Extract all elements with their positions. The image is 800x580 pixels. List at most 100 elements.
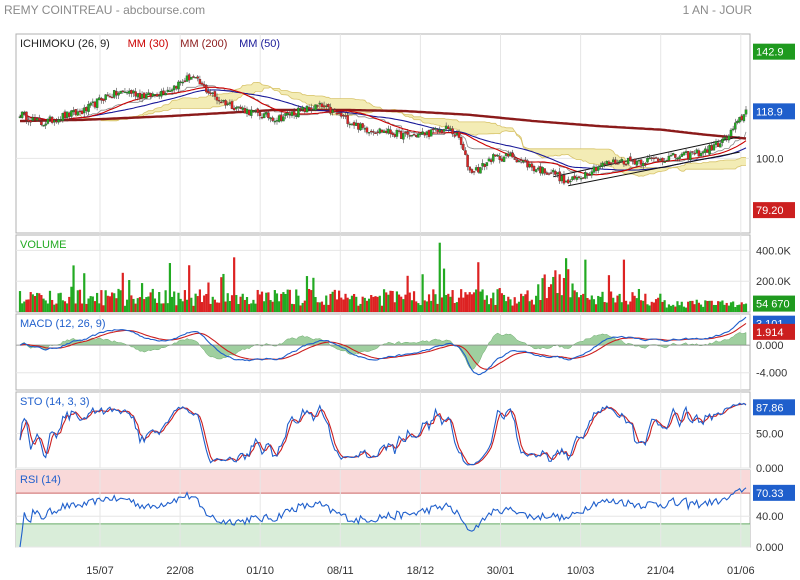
- candle-body: [691, 151, 694, 153]
- period-selector[interactable]: 1 AN - JOUR: [682, 3, 752, 17]
- candle-body: [202, 84, 206, 87]
- candle: [609, 161, 613, 167]
- volume-bar: [565, 258, 568, 312]
- volume-bar: [91, 296, 94, 312]
- sto-d-line: [19, 403, 747, 466]
- candle: [282, 113, 285, 122]
- candle-body: [245, 108, 249, 114]
- candle-body: [487, 158, 491, 162]
- volume-bar: [603, 302, 606, 312]
- volume-bar: [395, 291, 399, 312]
- candle: [689, 150, 692, 163]
- candle-body: [611, 159, 615, 163]
- candle-body: [586, 173, 589, 176]
- candle: [320, 102, 324, 110]
- candle: [406, 128, 409, 139]
- candle-body: [498, 155, 501, 160]
- candle-body: [115, 90, 118, 96]
- volume-bar: [573, 290, 576, 312]
- volume-bar: [436, 303, 439, 312]
- volume-bar: [70, 286, 73, 312]
- candle-body: [530, 163, 534, 168]
- candle-body: [408, 135, 412, 137]
- candle: [618, 159, 621, 165]
- volume-bar: [106, 295, 109, 312]
- volume-bar: [412, 291, 416, 312]
- candle-body: [78, 110, 82, 113]
- candle-body: [552, 169, 555, 173]
- volume-bar: [457, 297, 461, 312]
- candle-body: [132, 90, 135, 94]
- candle-body: [442, 129, 446, 132]
- volume-bar: [496, 289, 499, 312]
- volume-bar: [196, 296, 199, 312]
- candle-body: [466, 154, 469, 168]
- candle: [562, 171, 566, 186]
- volume-bar: [702, 306, 705, 312]
- candle-body: [299, 108, 302, 110]
- volume-bar: [614, 302, 617, 312]
- candle: [262, 111, 266, 119]
- volume-bar: [466, 294, 469, 312]
- volume-bar: [430, 300, 433, 312]
- volume-bar: [710, 300, 713, 312]
- volume-bar: [323, 304, 326, 312]
- volume-bar: [734, 306, 737, 312]
- volume-bar: [123, 305, 127, 312]
- candle: [361, 122, 364, 130]
- candle-body: [663, 161, 666, 163]
- candle-body: [269, 117, 272, 120]
- candle: [108, 93, 112, 98]
- volume-bar: [295, 289, 298, 312]
- volume-bar: [633, 295, 636, 312]
- volume-bar: [256, 289, 259, 312]
- candle-body: [496, 154, 499, 157]
- candle-body: [477, 167, 480, 173]
- volume-bar: [541, 278, 544, 312]
- candle-body: [402, 133, 405, 140]
- candle-body: [53, 120, 56, 123]
- candle-body: [200, 82, 204, 85]
- candle-body: [474, 167, 478, 171]
- volume-bar: [612, 297, 615, 312]
- candle: [502, 155, 506, 163]
- volume-bar: [134, 303, 137, 312]
- candle-body: [252, 110, 255, 113]
- candle: [277, 114, 281, 123]
- candle-body: [346, 115, 349, 124]
- volume-bar: [325, 295, 328, 312]
- candle-body: [594, 167, 598, 172]
- volume-bar: [742, 304, 745, 312]
- candle-body: [157, 95, 161, 97]
- volume-bar: [397, 294, 401, 312]
- candle: [614, 156, 617, 165]
- volume-bar: [618, 293, 621, 312]
- candle-body: [95, 98, 99, 108]
- volume-bar: [183, 290, 187, 312]
- candle-body: [659, 159, 662, 161]
- volume-bar: [260, 291, 264, 312]
- volume-bar: [132, 298, 135, 312]
- candle-body: [566, 179, 570, 184]
- candle-body: [55, 120, 58, 123]
- volume-bar: [233, 257, 236, 312]
- candle: [297, 105, 300, 118]
- y-tick-volume: 400.0K: [756, 245, 792, 257]
- volume-bar: [83, 273, 86, 312]
- candle: [258, 110, 262, 120]
- volume-bar: [545, 298, 548, 312]
- candle-body: [511, 152, 514, 158]
- candle-body: [108, 95, 112, 98]
- x-tick-label: 30/01: [487, 565, 515, 577]
- candle-body: [228, 102, 232, 105]
- volume-bar: [449, 296, 452, 312]
- volume-bar: [577, 297, 581, 312]
- volume-bar: [166, 303, 169, 312]
- candle-body: [125, 92, 129, 94]
- x-tick-label: 01/10: [246, 565, 274, 577]
- volume-bar: [684, 307, 688, 312]
- candle-body: [710, 145, 713, 151]
- candle-body: [183, 80, 187, 82]
- volume-bar: [370, 295, 373, 312]
- volume-bar: [445, 295, 448, 312]
